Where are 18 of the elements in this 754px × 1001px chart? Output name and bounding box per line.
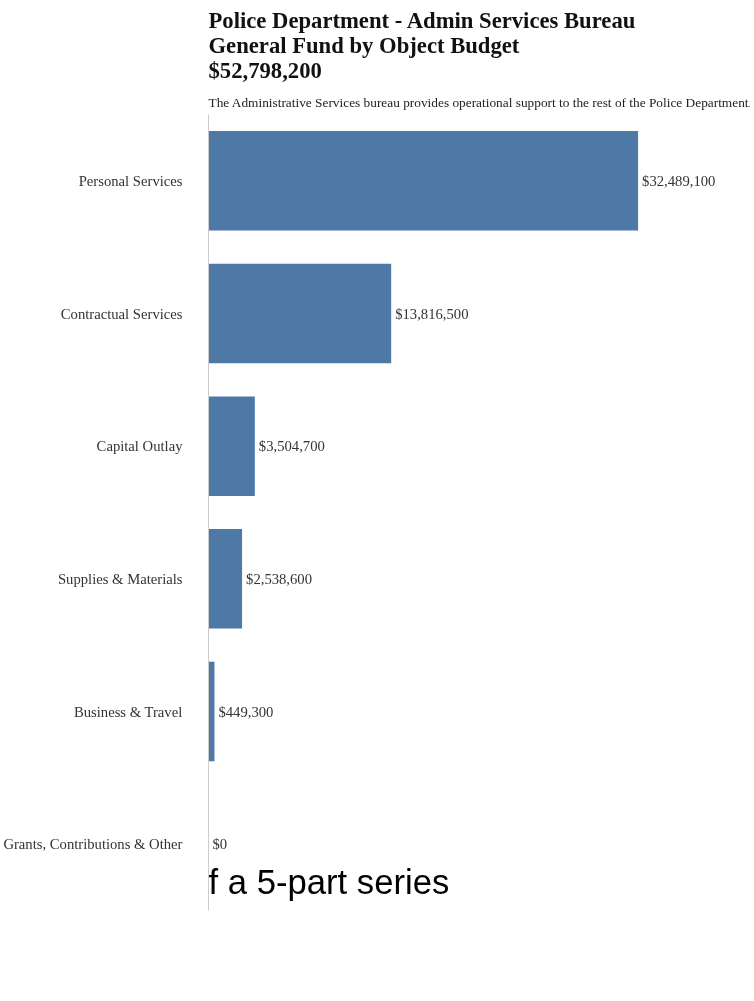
data-label: $13,816,500: [395, 305, 469, 322]
bar: [208, 131, 639, 231]
bar: [208, 529, 243, 629]
data-label: $3,504,700: [258, 438, 325, 455]
data-label: $2,538,600: [246, 570, 313, 587]
y-tick-label: Business & Travel: [73, 703, 183, 720]
annotation: f a 5-part series: [208, 862, 450, 901]
chart-title: Police Department - Admin Services Bureau General Fund by Object Budget $52,798,200: [208, 7, 636, 83]
bar: [208, 263, 392, 364]
bar: [208, 396, 255, 496]
data-label: $0: [212, 836, 228, 853]
y-tick-label: Grants, Contributions & Other: [3, 836, 183, 853]
y-tick-label: Capital Outlay: [96, 438, 184, 455]
data-label: $32,489,100: [642, 172, 716, 189]
y-tick-label: Personal Services: [78, 172, 183, 189]
y-tick-label: Supplies & Materials: [57, 570, 183, 587]
y-tick-label: Contractual Services: [60, 305, 183, 322]
data-label: $449,300: [218, 703, 274, 720]
